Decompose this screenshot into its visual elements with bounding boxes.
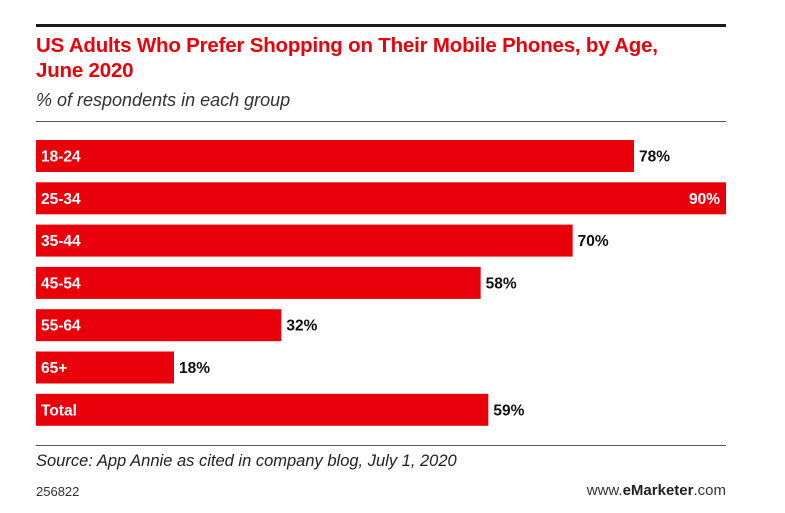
value-label: 78%: [639, 149, 670, 166]
bar-25-34: [36, 182, 726, 215]
chart-id: 256822: [36, 484, 80, 499]
source-note: Source: App Annie as cited in company bl…: [36, 452, 457, 470]
bottom-rule: [36, 445, 726, 446]
bar-chart: 18-24 78% 25-34 90% 35-44 70% 45-54 58% 55-64 32%…: [36, 140, 726, 426]
brand-suffix: .com: [693, 482, 726, 499]
value-label: 59%: [493, 402, 524, 419]
value-label: 70%: [578, 233, 609, 250]
brand-prefix: www.: [586, 482, 623, 499]
value-label: 58%: [486, 275, 517, 292]
category-label: 45-54: [41, 275, 81, 292]
top-rule: [36, 24, 726, 27]
category-label: 65+: [41, 360, 67, 377]
brand-name: eMarketer: [622, 482, 694, 499]
chart-subtitle: % of respondents in each group: [36, 90, 291, 110]
bar-18-24: [36, 140, 634, 172]
category-label: Total: [41, 402, 77, 419]
category-label: 25-34: [41, 191, 81, 208]
category-label: 35-44: [41, 233, 81, 250]
bar-65: [36, 351, 174, 384]
brand-link[interactable]: www.eMarketer.com: [587, 482, 726, 500]
value-label: 90%: [689, 191, 720, 208]
chart-title: US Adults Who Prefer Shopping on Their M…: [36, 34, 658, 82]
category-label: 18-24: [41, 149, 81, 166]
chart-container: US Adults Who Prefer Shopping on Their M…: [36, 0, 726, 513]
bar-35-44: [36, 224, 573, 257]
bar-total: [36, 393, 489, 426]
bar-55-64: [36, 309, 282, 342]
subtitle-rule: [36, 121, 726, 122]
category-label: 55-64: [41, 318, 81, 335]
bar-45-54: [36, 266, 481, 299]
value-label: 18%: [179, 360, 210, 377]
value-label: 32%: [286, 318, 317, 335]
